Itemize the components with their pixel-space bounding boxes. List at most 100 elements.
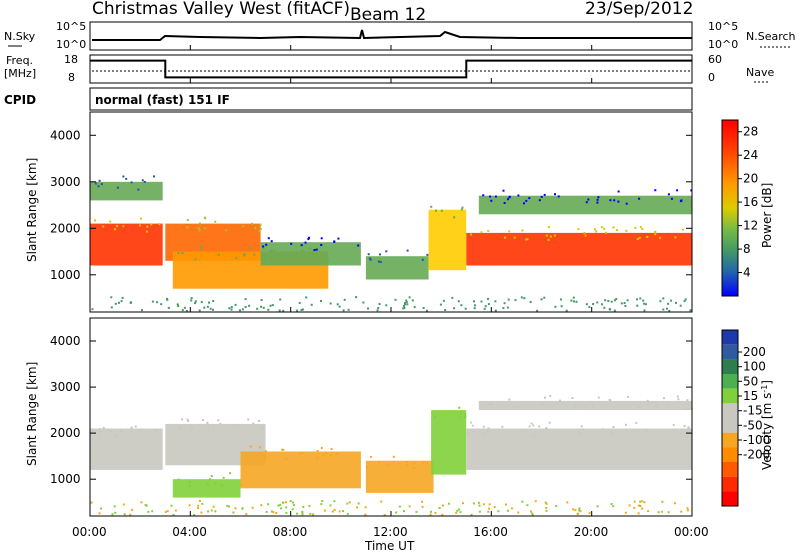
powerPanel-speckle bbox=[616, 229, 618, 231]
velPanel-speckle bbox=[687, 408, 689, 410]
velPanel-ground bbox=[430, 514, 432, 516]
velPanel-ground bbox=[285, 501, 287, 503]
velPanel-ground bbox=[296, 513, 298, 515]
powerPanel-speckle bbox=[597, 196, 599, 198]
powerPanel-speckle bbox=[200, 247, 202, 249]
velPanel-speckle bbox=[331, 448, 333, 450]
velPanel-speckle bbox=[261, 453, 263, 455]
velPanel-ground bbox=[572, 508, 574, 510]
velPanel-ground bbox=[517, 512, 519, 514]
powerPanel-speckle bbox=[489, 196, 491, 198]
velPanel-ground bbox=[266, 511, 268, 513]
powerPanel-ground bbox=[355, 296, 357, 298]
velPanel-ground bbox=[285, 506, 287, 508]
velPanel-ground bbox=[668, 511, 670, 513]
powerPanel-ground bbox=[377, 309, 379, 311]
powerPanel-speckle bbox=[253, 254, 255, 256]
velPanel-ground bbox=[214, 510, 216, 512]
velPanel-ground bbox=[661, 511, 663, 513]
velPanel-speckle bbox=[544, 397, 546, 399]
powerPanel-ground bbox=[184, 307, 186, 309]
velPanel-region-5 bbox=[431, 410, 466, 475]
velPanel-ground bbox=[228, 506, 230, 508]
ytick-label: 1000 bbox=[50, 268, 81, 282]
velPanel-speckle bbox=[573, 404, 575, 406]
velPanel-ground bbox=[151, 510, 153, 512]
velPanel-speckle bbox=[135, 426, 137, 428]
velPanel-speckle bbox=[627, 396, 629, 398]
powerPanel-speckle bbox=[461, 208, 463, 210]
powerPanel-speckle bbox=[544, 194, 546, 196]
velPanel-ground bbox=[579, 508, 581, 510]
powerPanel-speckle bbox=[435, 210, 437, 212]
powerPanel-speckle bbox=[522, 230, 524, 232]
powerPanel-ground bbox=[643, 303, 645, 305]
velPanel-ground bbox=[245, 513, 247, 515]
velPanel-ground bbox=[526, 504, 528, 506]
powerPanel-ground bbox=[190, 299, 192, 301]
powerPanel-speckle bbox=[195, 259, 197, 261]
powerPanel-speckle bbox=[587, 199, 589, 201]
velPanel-ground bbox=[342, 510, 344, 512]
velPanel-ground bbox=[324, 510, 326, 512]
nsky-series bbox=[92, 30, 692, 40]
powerPanel-speckle bbox=[517, 195, 519, 197]
velPanel-speckle bbox=[316, 457, 318, 459]
velPanel-speckle bbox=[666, 404, 668, 406]
velPanel-speckle bbox=[517, 406, 519, 408]
powerPanel-ground bbox=[675, 302, 677, 304]
powerPanel-speckle bbox=[583, 232, 585, 234]
velocity-label-close: ] bbox=[760, 380, 774, 385]
velPanel-speckle bbox=[317, 450, 319, 452]
velPanel-speckle bbox=[611, 433, 613, 435]
powerPanel-region-7 bbox=[466, 233, 692, 266]
powerPanel-speckle bbox=[265, 244, 267, 246]
powerPanel-speckle bbox=[507, 198, 509, 200]
velPanel-ground bbox=[260, 504, 262, 506]
velPanel-speckle bbox=[407, 464, 409, 466]
velPanel-speckle bbox=[655, 407, 657, 409]
velPanel-speckle bbox=[688, 426, 690, 428]
ytick-label: 2000 bbox=[50, 221, 81, 235]
velPanel-ground bbox=[416, 511, 418, 513]
powerPanel-ground bbox=[611, 301, 613, 303]
velPanel-speckle bbox=[99, 428, 101, 430]
powerPanel-speckle bbox=[487, 230, 489, 232]
powerPanel-ground bbox=[670, 300, 672, 302]
powerPanel-ground bbox=[404, 303, 406, 305]
powerPanel-ground bbox=[156, 301, 158, 303]
power-colorbar-tick-label: 4 bbox=[743, 266, 751, 280]
nsky-tick-top: 10^5 bbox=[56, 20, 86, 33]
powerPanel-speckle bbox=[125, 178, 127, 180]
velPanel-ground bbox=[439, 507, 441, 509]
velPanel-speckle bbox=[511, 431, 513, 433]
powerPanel-speckle bbox=[142, 179, 144, 181]
powerPanel-ground bbox=[523, 297, 525, 299]
powerPanel-ground bbox=[680, 305, 682, 307]
figure-title: Christmas Valley West (fitACF) bbox=[92, 0, 350, 19]
powerPanel-speckle bbox=[321, 237, 323, 239]
velPanel-speckle bbox=[490, 404, 492, 406]
velPanel-ground bbox=[479, 505, 481, 507]
velPanel-ground bbox=[380, 501, 382, 503]
velPanel-speckle bbox=[635, 422, 637, 424]
powerPanel-speckle bbox=[101, 183, 103, 185]
velPanel-speckle bbox=[265, 450, 267, 452]
velPanel-ground bbox=[320, 503, 322, 505]
powerPanel-ground bbox=[344, 299, 346, 301]
powerPanel-speckle bbox=[290, 243, 292, 245]
powerPanel-speckle bbox=[523, 202, 525, 204]
ytick-label: 4000 bbox=[50, 334, 81, 348]
velocity-colorbar-tick-label: 50 bbox=[743, 374, 758, 388]
powerPanel-speckle bbox=[218, 254, 220, 256]
velPanel-speckle bbox=[467, 432, 469, 434]
velPanel-speckle bbox=[299, 453, 301, 455]
power-colorbar bbox=[722, 120, 738, 296]
velPanel-ground bbox=[639, 501, 641, 503]
velPanel-ground bbox=[395, 512, 397, 514]
velPanel-speckle bbox=[247, 419, 249, 421]
velPanel-ground bbox=[489, 503, 491, 505]
powerPanel-speckle bbox=[605, 232, 607, 234]
velPanel-speckle bbox=[191, 428, 193, 430]
velPanel-ground bbox=[285, 512, 287, 514]
